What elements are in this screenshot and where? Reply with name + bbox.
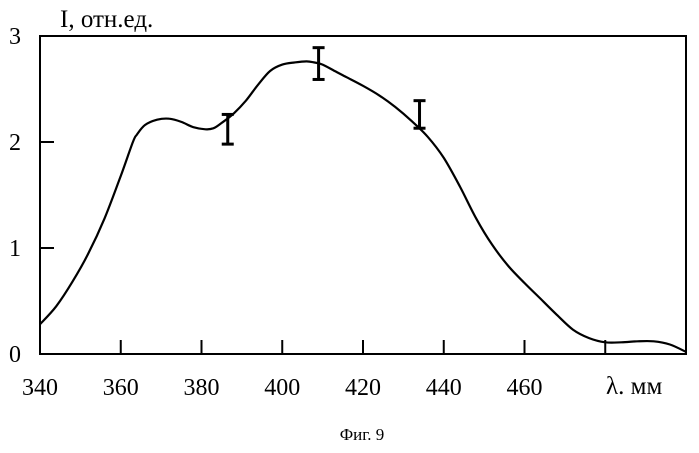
- y-tick-label: 2: [9, 130, 21, 156]
- x-tick-label: 360: [103, 375, 139, 401]
- x-tick-label: 460: [507, 375, 543, 401]
- plot-frame: [40, 36, 686, 354]
- error-bars: [222, 48, 426, 144]
- y-axis-label: I, отн.ед.: [60, 6, 153, 33]
- x-tick-label: 380: [184, 375, 220, 401]
- y-tick-label: 1: [9, 236, 21, 262]
- x-tick-label: 420: [345, 375, 381, 401]
- x-tick-labels: 340 360 380 400 420 440 460: [22, 375, 543, 401]
- error-bar: [222, 114, 234, 144]
- figure-caption: Фиг. 9: [340, 425, 385, 444]
- y-tick-labels: 0 1 2 3: [9, 24, 21, 368]
- x-axis-label: λ. мм: [606, 373, 662, 400]
- y-tick-label: 3: [9, 24, 21, 50]
- x-tickmarks: [121, 340, 606, 354]
- y-tickmarks: [40, 142, 54, 248]
- spectrum-chart: 340 360 380 400 420 440 460 0 1 2 3 I, отн.ед. λ.…: [0, 0, 699, 453]
- y-tick-label: 0: [9, 342, 21, 368]
- x-tick-label: 340: [22, 375, 58, 401]
- spectrum-line: [40, 61, 686, 352]
- x-tick-label: 440: [426, 375, 462, 401]
- x-tick-label: 400: [264, 375, 300, 401]
